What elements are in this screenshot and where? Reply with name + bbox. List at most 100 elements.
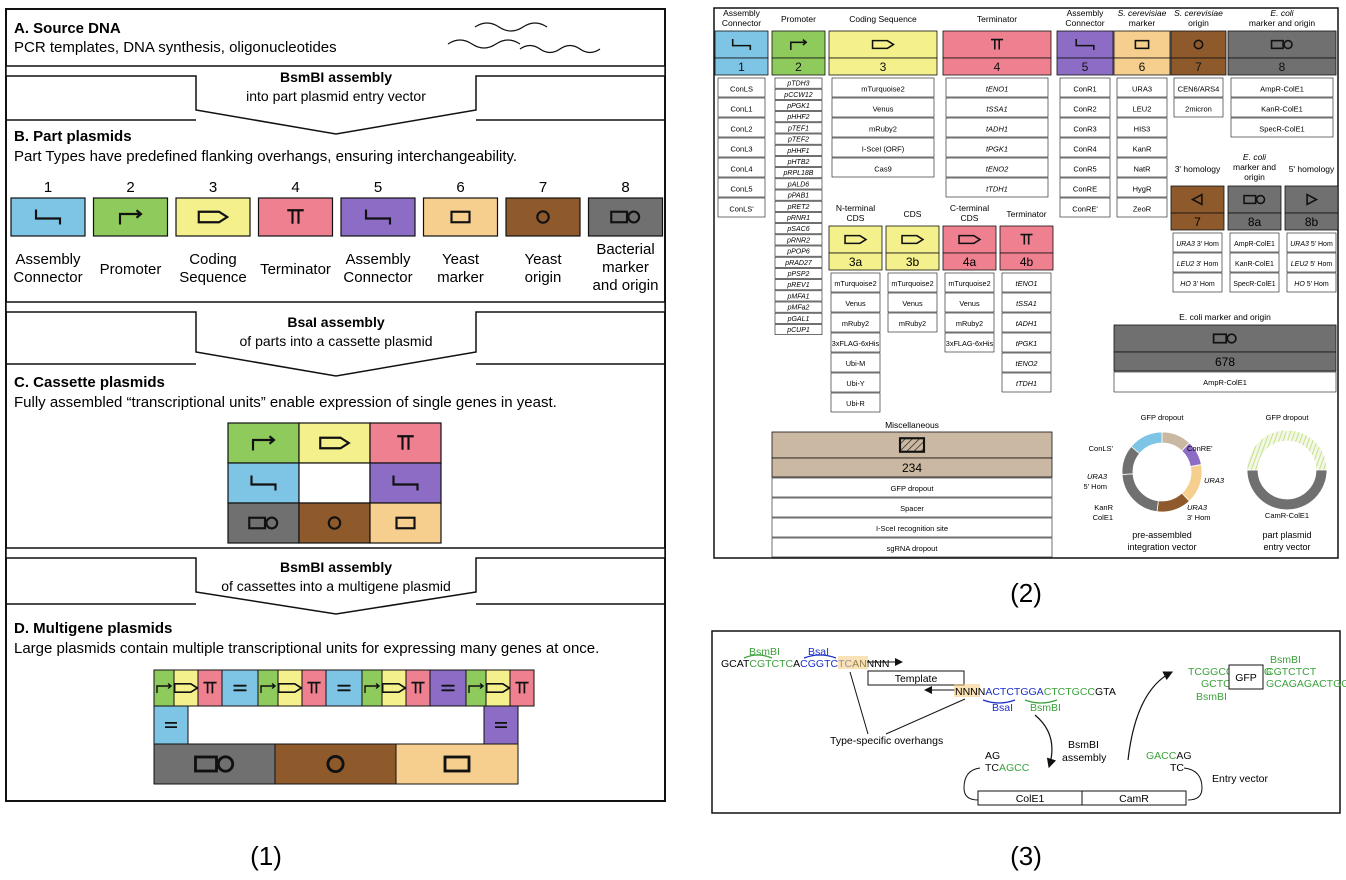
cds-arrow-icon xyxy=(958,234,982,245)
part-item: LEU2 3' Hom xyxy=(1177,261,1219,268)
part-item: ConL3 xyxy=(730,145,752,154)
funnel-arrow-ab xyxy=(5,65,666,135)
part-item: tENO2 xyxy=(986,165,1009,174)
promoter-arrow-icon xyxy=(260,682,277,693)
part-label: Sequence xyxy=(179,269,247,286)
column-header: 5' homology xyxy=(1289,164,1335,174)
template-label: Template xyxy=(895,673,938,685)
part-number: 7 xyxy=(539,179,547,196)
column-number: 6 xyxy=(1139,60,1146,74)
cds-arrow-icon xyxy=(485,682,511,694)
part-column-3: Coding Sequence 3 mTurquoise2 Venus mRuby2 I-… xyxy=(828,14,938,178)
part-item: ZeoR xyxy=(1133,205,1152,214)
column-number: 7 xyxy=(1194,215,1201,229)
part-item: LEU2 xyxy=(1133,105,1152,114)
left-triangle-icon xyxy=(1190,193,1203,206)
part-item: tSSA1 xyxy=(1016,299,1037,308)
rect-circle-icon xyxy=(610,210,641,224)
part-item: mRuby2 xyxy=(869,125,897,134)
part-item: HIS3 xyxy=(1134,125,1151,134)
terminator-icon xyxy=(307,681,321,694)
bsmbi-label-right-2: BsmBI xyxy=(1196,691,1227,703)
hatch-icon xyxy=(898,437,926,453)
origin-circle-icon xyxy=(327,516,342,530)
cds-arrow-icon xyxy=(901,234,925,245)
column-header: E. coli marker and origin xyxy=(1179,312,1271,322)
plasmid-segment xyxy=(1130,431,1163,455)
plasmid-caption: integration vector xyxy=(1127,542,1196,552)
part-types-row: 1AssemblyConnector2Promoter3CodingSequen… xyxy=(10,179,664,294)
promoter-arrow-icon xyxy=(468,682,485,693)
part-item: pPSP2 xyxy=(787,271,810,278)
column-header: S. cerevisiae xyxy=(1174,8,1223,18)
multigene-backbone-part xyxy=(153,743,276,785)
part-item: pMFa2 xyxy=(787,305,810,312)
part-item: GFP dropout xyxy=(891,484,935,493)
part-item: pREV1 xyxy=(786,282,809,289)
right-triangle-icon xyxy=(1306,193,1319,206)
multigene-unit xyxy=(429,669,467,707)
part-item: pRNR1 xyxy=(786,215,810,222)
column-number: 678 xyxy=(1215,355,1235,369)
section-a-title: A. Source DNA xyxy=(14,20,121,37)
column-header: C-terminal xyxy=(950,203,989,213)
column-number: 2 xyxy=(795,60,802,74)
part-item: pHHF2 xyxy=(786,114,809,121)
connector-icon xyxy=(34,209,62,225)
multigene-backbone-part xyxy=(395,743,519,785)
entry-vector-label: Entry vector xyxy=(1212,773,1269,785)
cassette-grid xyxy=(227,422,442,544)
part-type-4: 4 Terminator xyxy=(257,179,334,278)
terminator-icon xyxy=(287,209,304,224)
part-item: ConR2 xyxy=(1073,105,1096,114)
arrow-cd-title: BsmBI assembly xyxy=(280,559,392,575)
plasmid-label: URA3 xyxy=(1187,503,1208,512)
part-item: pPOP6 xyxy=(786,249,810,256)
column-header: Terminator xyxy=(977,14,1017,24)
part-item: ConR5 xyxy=(1073,165,1096,174)
section-b-title: B. Part plasmids xyxy=(14,128,132,145)
multigene-plasmid xyxy=(153,669,535,785)
equals-icon xyxy=(233,684,247,692)
rect-circle-icon xyxy=(1212,333,1237,344)
part-item: pCCW12 xyxy=(783,92,813,99)
panel-3-label: (3) xyxy=(1010,841,1042,871)
promoter-arrow-icon xyxy=(251,435,276,451)
column-header: Connector xyxy=(1065,18,1104,28)
column-header: origin xyxy=(1188,18,1209,28)
parts-table: AssemblyConnector1ConLSConL1ConL2ConL3Co… xyxy=(714,8,1339,558)
ev-left-bottom-seq: TCAGCC xyxy=(985,762,1030,774)
multigene-unit xyxy=(405,669,431,707)
gfp-box-label: GFP xyxy=(1235,672,1257,684)
cassette-cell xyxy=(227,502,300,544)
part-item: Ubi-Y xyxy=(846,379,864,388)
overhangs-label: Type-specific overhangs xyxy=(830,735,943,747)
part-item: pCUP1 xyxy=(786,327,810,334)
marker-rect-icon xyxy=(450,210,471,224)
panel-2-label: (2) xyxy=(1010,578,1042,608)
terminator-icon xyxy=(411,681,425,694)
part-item: tENO1 xyxy=(1016,279,1038,288)
part-item: sgRNA dropout xyxy=(887,544,939,553)
multigene-unit xyxy=(509,669,535,707)
part-item: SpecR-ColE1 xyxy=(1233,281,1276,288)
part-item: ConR4 xyxy=(1073,145,1096,154)
cds-arrow-icon xyxy=(381,682,407,694)
part-item: AmpR-ColE1 xyxy=(1203,378,1247,387)
part-label: Yeast xyxy=(525,251,563,268)
part-item: URA3 3' Hom xyxy=(1176,241,1219,248)
part-item: URA3 xyxy=(1132,85,1152,94)
part-item: pRPL18B xyxy=(783,170,814,177)
sub-column-3b: CDS 3b mTurquoise2 Venus mRuby2 xyxy=(885,209,940,333)
plasmid-label: GFP dropout xyxy=(1141,413,1185,422)
part-label: and origin xyxy=(593,277,659,294)
part-label: Coding xyxy=(189,251,237,268)
part-label: Terminator xyxy=(260,261,331,278)
part-item: AmpR-ColE1 xyxy=(1260,85,1304,94)
entry-vector-plasmid: GFP dropout CamR-ColE1 part plasmid entry v… xyxy=(1246,413,1328,552)
equals-icon xyxy=(441,684,455,692)
